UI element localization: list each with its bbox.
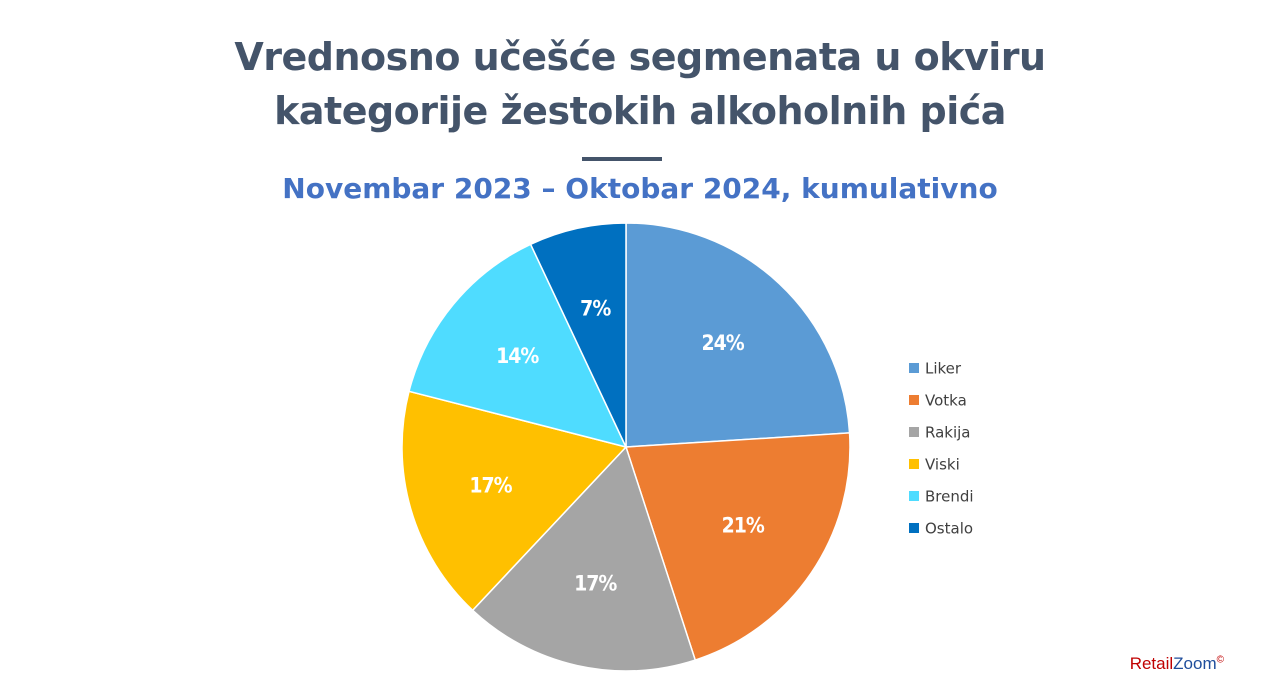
data-label: 21%: [722, 513, 765, 537]
pie-slice: [471, 445, 697, 672]
data-label: 24%: [701, 331, 744, 355]
legend-label: Ostalo: [925, 520, 973, 538]
pie-slice: [408, 243, 628, 449]
data-label: 17%: [574, 572, 617, 596]
legend-swatch: [909, 523, 919, 533]
pie-slice: [624, 432, 851, 661]
divider: [582, 157, 662, 161]
logo-part: Retail: [1129, 654, 1174, 673]
logo: RetailZoom©: [1130, 654, 1224, 674]
data-label: 7%: [580, 296, 611, 320]
legend-swatch: [909, 491, 919, 501]
chart-subtitle: Novembar 2023 – Oktobar 2024, kumulativn…: [282, 172, 998, 205]
legend-swatch: [909, 395, 919, 405]
pie-slice: [401, 390, 628, 612]
pie-slice: [625, 222, 851, 448]
legend-swatch: [909, 363, 919, 373]
legend-swatch: [909, 459, 919, 469]
legend-label: Brendi: [925, 488, 974, 506]
chart-title: Vrednosno učešće segmenata u okviru kate…: [234, 35, 1046, 133]
legend-label: Viski: [925, 456, 960, 474]
logo-mark: ©: [1216, 654, 1224, 666]
legend-label: Rakija: [925, 424, 971, 442]
legend-swatch: [909, 427, 919, 437]
legend-label: Votka: [925, 392, 967, 410]
pie-slice: [529, 222, 627, 448]
data-label: 17%: [469, 473, 512, 497]
legend-label: Liker: [925, 360, 962, 378]
logo-part: Zoom: [1173, 654, 1217, 673]
data-label: 14%: [496, 344, 539, 368]
